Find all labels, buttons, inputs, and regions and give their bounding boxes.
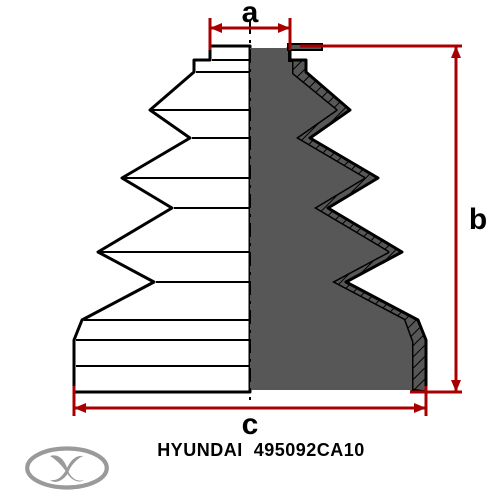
caption: HYUNDAI 495092CA10 <box>0 419 500 482</box>
brand-text: HYUNDAI <box>157 440 243 460</box>
right-half <box>250 44 426 392</box>
left-half <box>74 46 250 392</box>
dim-label-a: a <box>242 0 259 29</box>
cv-boot-diagram: abc <box>0 0 500 440</box>
dim-label-b: b <box>469 203 487 236</box>
part-number: 495092CA10 <box>254 440 365 460</box>
